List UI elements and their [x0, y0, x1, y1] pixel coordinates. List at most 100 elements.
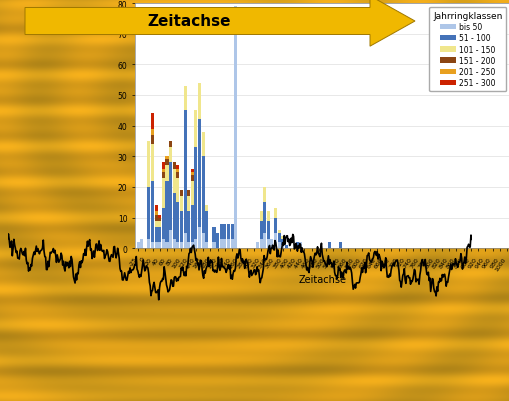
Bar [147, 239, 150, 249]
Bar [183, 111, 186, 233]
Bar [158, 221, 161, 227]
Bar [270, 239, 273, 249]
Bar [277, 230, 280, 233]
Bar [161, 178, 164, 209]
Bar [154, 227, 157, 243]
Bar [280, 236, 284, 239]
Bar [180, 196, 183, 212]
Bar [259, 239, 262, 249]
Bar [165, 166, 168, 181]
Bar [187, 243, 190, 249]
Bar [165, 160, 168, 166]
Bar [154, 243, 157, 249]
Bar [197, 227, 201, 249]
Bar [173, 169, 176, 194]
Bar [176, 166, 179, 169]
Bar [201, 157, 204, 233]
Bar [158, 215, 161, 218]
Bar [266, 239, 269, 249]
Bar [183, 233, 186, 249]
Bar [187, 196, 190, 212]
Bar [263, 203, 266, 233]
Bar [151, 136, 154, 145]
Bar [285, 245, 288, 249]
Bar [169, 163, 172, 230]
Bar [136, 243, 139, 249]
Bar [194, 239, 197, 249]
Bar [266, 221, 269, 239]
Bar [173, 194, 176, 239]
Bar [161, 169, 164, 172]
Bar [151, 243, 154, 249]
Bar [216, 233, 219, 249]
Bar [183, 87, 186, 111]
Bar [230, 239, 233, 249]
FancyArrow shape [25, 0, 414, 47]
Bar [227, 239, 230, 249]
Bar [151, 114, 154, 130]
X-axis label: Zeitachse: Zeitachse [298, 275, 346, 285]
Bar [212, 243, 215, 249]
Bar [295, 243, 298, 249]
Bar [180, 243, 183, 249]
Text: Zeitachse: Zeitachse [147, 14, 230, 29]
Bar [161, 163, 164, 169]
Bar [299, 243, 302, 249]
Bar [219, 239, 222, 249]
Bar [256, 243, 259, 249]
Bar [154, 206, 157, 212]
Bar [151, 181, 154, 243]
Bar [263, 233, 266, 249]
Bar [187, 190, 190, 196]
Bar [277, 233, 280, 243]
Bar [169, 142, 172, 148]
Bar [205, 243, 208, 249]
Bar [205, 212, 208, 243]
Bar [197, 83, 201, 120]
Bar [173, 239, 176, 249]
Bar [190, 169, 193, 172]
Bar [147, 142, 150, 187]
Bar [165, 157, 168, 160]
Bar [151, 145, 154, 181]
Bar [161, 172, 164, 178]
Bar [223, 224, 226, 239]
Bar [154, 212, 157, 215]
Bar [201, 132, 204, 157]
Bar [187, 212, 190, 243]
Bar [190, 181, 193, 206]
Bar [176, 169, 179, 172]
Bar [151, 130, 154, 136]
Bar [154, 215, 157, 221]
Bar [176, 243, 179, 249]
Bar [161, 239, 164, 249]
Bar [169, 148, 172, 163]
Bar [169, 230, 172, 249]
Bar [194, 148, 197, 239]
Bar [273, 218, 276, 233]
Bar [234, 7, 237, 249]
Bar [194, 111, 197, 148]
Bar [263, 188, 266, 203]
Bar [180, 212, 183, 243]
Bar [205, 206, 208, 212]
Bar [227, 224, 230, 239]
Legend: bis 50, 51 - 100, 101 - 150, 151 - 200, 201 - 250, 251 - 300: bis 50, 51 - 100, 101 - 150, 151 - 200, … [429, 8, 505, 92]
Bar [259, 212, 262, 221]
Bar [273, 233, 276, 249]
Bar [158, 243, 161, 249]
Bar [259, 221, 262, 239]
Bar [280, 245, 284, 249]
Bar [165, 181, 168, 243]
Bar [266, 212, 269, 221]
Bar [190, 243, 193, 249]
Bar [147, 187, 150, 239]
Bar [176, 178, 179, 203]
Bar [161, 209, 164, 239]
Bar [273, 209, 276, 218]
Bar [223, 239, 226, 249]
Bar [140, 239, 143, 249]
Bar [338, 243, 342, 249]
Bar [176, 203, 179, 243]
Bar [277, 243, 280, 249]
